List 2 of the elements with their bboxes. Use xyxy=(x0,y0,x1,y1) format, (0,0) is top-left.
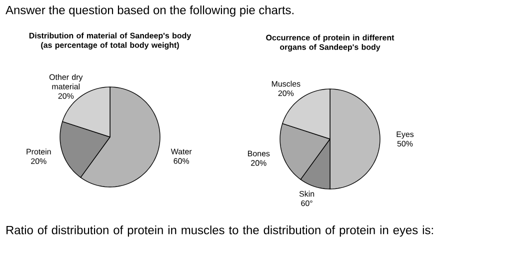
text: Answer the question based on the following pie charts. xyxy=(6,6,294,17)
text: Ratio of distribution of protein in muscles to the distribution of protein in eyes is: xyxy=(6,226,433,237)
